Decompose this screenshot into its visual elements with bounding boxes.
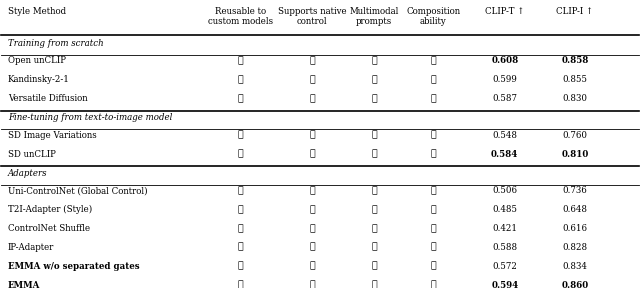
- Text: ✓: ✓: [310, 224, 316, 233]
- Text: EMMA: EMMA: [8, 281, 40, 288]
- Text: 0.860: 0.860: [561, 281, 589, 288]
- Text: ✓: ✓: [237, 205, 243, 214]
- Text: 0.830: 0.830: [563, 94, 588, 103]
- Text: IP-Adapter: IP-Adapter: [8, 243, 54, 252]
- Text: Multimodal
prompts: Multimodal prompts: [349, 7, 399, 26]
- Text: ✓: ✓: [371, 205, 377, 214]
- Text: 0.421: 0.421: [492, 224, 517, 233]
- Text: ✗: ✗: [431, 56, 436, 65]
- Text: ✓: ✓: [371, 281, 377, 288]
- Text: SD unCLIP: SD unCLIP: [8, 150, 56, 159]
- Text: ✗: ✗: [431, 150, 436, 159]
- Text: Open unCLIP: Open unCLIP: [8, 56, 66, 65]
- Text: 0.648: 0.648: [563, 205, 588, 214]
- Text: 0.572: 0.572: [492, 262, 517, 271]
- Text: Kandinsky-2-1: Kandinsky-2-1: [8, 75, 70, 84]
- Text: ✓: ✓: [310, 186, 316, 195]
- Text: 0.858: 0.858: [561, 56, 589, 65]
- Text: 0.608: 0.608: [491, 56, 518, 65]
- Text: ✓: ✓: [431, 281, 436, 288]
- Text: ✗: ✗: [431, 131, 436, 140]
- Text: ✗: ✗: [431, 186, 436, 195]
- Text: ✓: ✓: [371, 262, 377, 271]
- Text: 0.855: 0.855: [563, 75, 588, 84]
- Text: 0.810: 0.810: [561, 150, 589, 159]
- Text: ✗: ✗: [237, 150, 243, 159]
- Text: ✓: ✓: [237, 243, 243, 252]
- Text: ✓: ✓: [237, 262, 243, 271]
- Text: 0.485: 0.485: [492, 205, 517, 214]
- Text: ✓: ✓: [371, 243, 377, 252]
- Text: ✓: ✓: [310, 262, 316, 271]
- Text: ✗: ✗: [310, 75, 316, 84]
- Text: ✗: ✗: [431, 75, 436, 84]
- Text: ✗: ✗: [310, 131, 316, 140]
- Text: 0.587: 0.587: [492, 94, 517, 103]
- Text: ✓: ✓: [237, 281, 243, 288]
- Text: ✗: ✗: [371, 150, 377, 159]
- Text: Uni-ControlNet (Global Control): Uni-ControlNet (Global Control): [8, 186, 147, 195]
- Text: ✗: ✗: [371, 75, 377, 84]
- Text: ✓: ✓: [371, 94, 377, 103]
- Text: ✗: ✗: [371, 56, 377, 65]
- Text: ✗: ✗: [371, 131, 377, 140]
- Text: 0.594: 0.594: [491, 281, 518, 288]
- Text: 0.599: 0.599: [492, 75, 517, 84]
- Text: ✓: ✓: [310, 205, 316, 214]
- Text: ✓: ✓: [237, 224, 243, 233]
- Text: ✗: ✗: [431, 94, 436, 103]
- Text: Versatile Diffusion: Versatile Diffusion: [8, 94, 88, 103]
- Text: 0.760: 0.760: [563, 131, 588, 140]
- Text: Adapters: Adapters: [8, 168, 47, 177]
- Text: SD Image Variations: SD Image Variations: [8, 131, 97, 140]
- Text: 0.834: 0.834: [563, 262, 588, 271]
- Text: 0.828: 0.828: [563, 243, 588, 252]
- Text: CLIP-T ↑: CLIP-T ↑: [485, 7, 525, 16]
- Text: Composition
ability: Composition ability: [406, 7, 461, 26]
- Text: Supports native
control: Supports native control: [278, 7, 347, 26]
- Text: ✓: ✓: [237, 186, 243, 195]
- Text: 0.616: 0.616: [563, 224, 588, 233]
- Text: ✓: ✓: [371, 186, 377, 195]
- Text: ✓: ✓: [431, 262, 436, 271]
- Text: 0.588: 0.588: [492, 243, 517, 252]
- Text: ✗: ✗: [237, 75, 243, 84]
- Text: ✗: ✗: [310, 243, 316, 252]
- Text: EMMA w/o separated gates: EMMA w/o separated gates: [8, 262, 140, 271]
- Text: ✗: ✗: [237, 56, 243, 65]
- Text: ✗: ✗: [310, 94, 316, 103]
- Text: Fine-tuning from text-to-image model: Fine-tuning from text-to-image model: [8, 113, 172, 122]
- Text: ✗: ✗: [431, 243, 436, 252]
- Text: ✗: ✗: [310, 56, 316, 65]
- Text: CLIP-I ↑: CLIP-I ↑: [556, 7, 593, 16]
- Text: ControlNet Shuffle: ControlNet Shuffle: [8, 224, 90, 233]
- Text: ✗: ✗: [431, 205, 436, 214]
- Text: T2I-Adapter (Style): T2I-Adapter (Style): [8, 205, 92, 214]
- Text: ✗: ✗: [237, 94, 243, 103]
- Text: Style Method: Style Method: [8, 7, 66, 16]
- Text: ✗: ✗: [237, 131, 243, 140]
- Text: ✗: ✗: [310, 150, 316, 159]
- Text: 0.736: 0.736: [563, 186, 588, 195]
- Text: Reusable to
custom models: Reusable to custom models: [208, 7, 273, 26]
- Text: 0.506: 0.506: [492, 186, 517, 195]
- Text: Training from scratch: Training from scratch: [8, 39, 104, 48]
- Text: ✓: ✓: [371, 224, 377, 233]
- Text: ✓: ✓: [310, 281, 316, 288]
- Text: 0.548: 0.548: [492, 131, 517, 140]
- Text: 0.584: 0.584: [491, 150, 518, 159]
- Text: ✗: ✗: [431, 224, 436, 233]
